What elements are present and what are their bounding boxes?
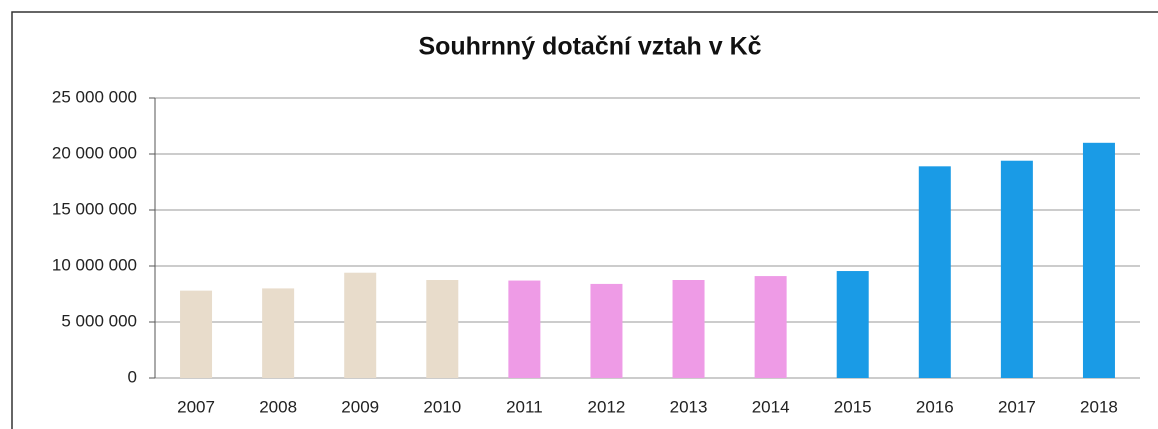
bar [262,288,295,378]
bar [180,290,213,378]
x-tick-label: 2009 [341,397,379,416]
x-tick-label: 2015 [834,397,872,416]
x-tick-label: 2014 [752,397,790,416]
x-tick-label: 2011 [506,397,543,416]
x-tick-label: 2007 [177,397,215,416]
x-tick-label: 2016 [916,397,954,416]
y-tick-label: 15 000 000 [52,199,137,218]
x-tick-label: 2018 [1080,397,1118,416]
bar [344,272,377,378]
x-tick-label: 2010 [423,397,461,416]
bar [508,280,541,378]
y-tick-label: 10 000 000 [52,255,137,274]
y-tick-label: 0 [128,367,137,386]
y-tick-label: 25 000 000 [52,87,137,106]
bar [918,166,951,378]
x-tick-label: 2012 [588,397,626,416]
bar [1082,142,1115,378]
bar [836,271,869,378]
x-tick-label: 2017 [998,397,1036,416]
x-tick-label: 2013 [670,397,708,416]
y-tick-label: 20 000 000 [52,143,137,162]
y-tick-label: 5 000 000 [61,311,137,330]
bar [426,280,459,378]
bar [672,280,705,378]
chart-title: Souhrnný dotační vztah v Kč [418,33,761,61]
bar [590,283,623,378]
bar [1000,160,1033,378]
bar [754,276,787,378]
x-tick-label: 2008 [259,397,297,416]
